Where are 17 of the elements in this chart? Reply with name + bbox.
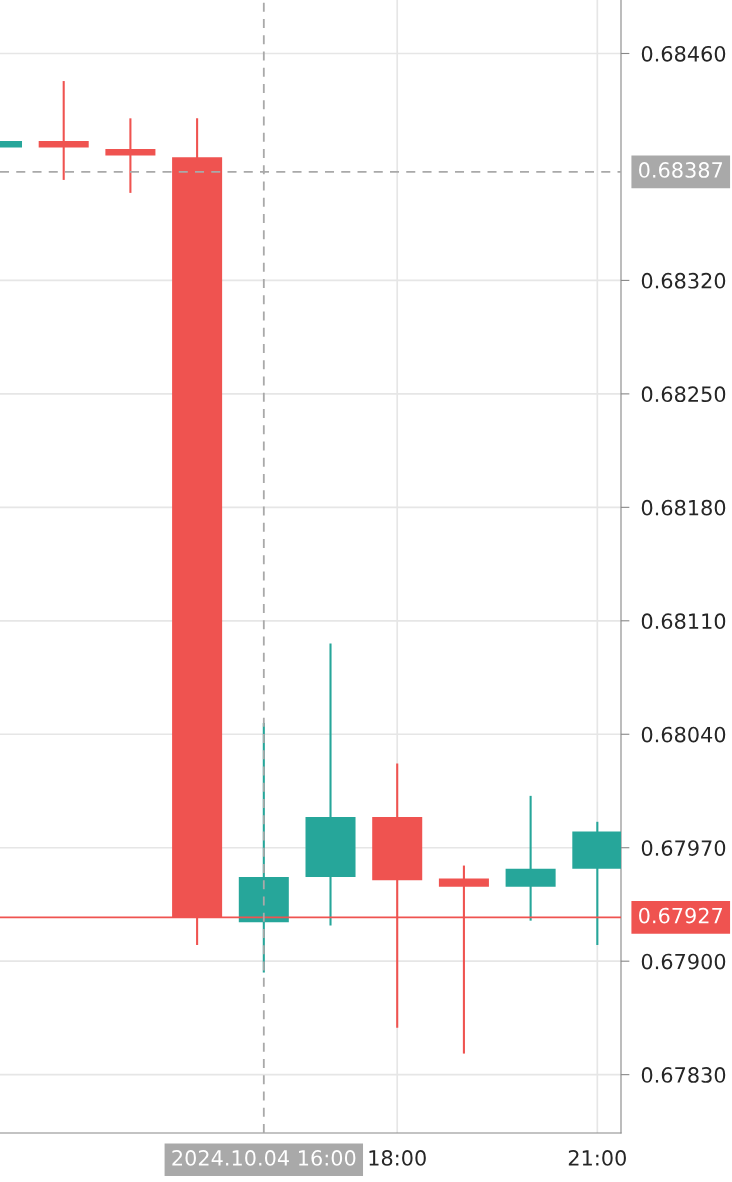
y-tick-label: 0.67830 bbox=[641, 1067, 726, 1083]
ref-line-label: 0.67927 bbox=[639, 907, 723, 924]
x-tick-label: 2024.10.04 16:00 bbox=[172, 1150, 356, 1166]
ref-line-label: 0.68387 bbox=[639, 162, 723, 178]
y-tick-label: 0.67970 bbox=[641, 840, 726, 856]
y-tick-label: 0.68460 bbox=[641, 45, 726, 62]
y-tick-label: 0.68250 bbox=[641, 386, 726, 403]
candlestick bbox=[505, 794, 556, 922]
y-tick-label: 0.67900 bbox=[641, 953, 726, 970]
candlestick bbox=[105, 117, 156, 194]
y-tick-label: 0.68320 bbox=[641, 272, 726, 289]
y-tick-label: 0.68180 bbox=[641, 499, 726, 516]
candlestick bbox=[38, 80, 89, 181]
y-tick-label: 0.68110 bbox=[641, 613, 726, 630]
x-tick-label: 21:00 bbox=[568, 1150, 626, 1166]
x-tick-label: 18:00 bbox=[369, 1150, 426, 1166]
y-tick-label: 0.68040 bbox=[641, 726, 726, 743]
